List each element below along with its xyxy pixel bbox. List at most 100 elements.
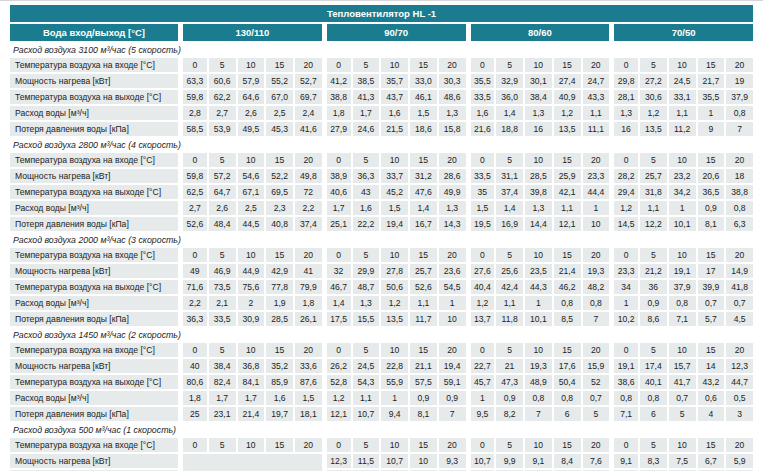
value-cell: 55,2 (266, 74, 293, 88)
table-title: Тепловентилятор HL -1 (10, 5, 753, 22)
value-cell: 43,3 (583, 90, 610, 104)
value-cell: 4 (698, 407, 725, 421)
value-cell: 33,5 (468, 169, 495, 183)
value-cell: 40 (180, 359, 207, 373)
value-cell: 62,2 (209, 90, 236, 104)
value-cell: 23,5 (525, 264, 552, 278)
value-cell: 73,5 (209, 280, 236, 294)
value-cell: 27,8 (381, 264, 408, 278)
value-cell: 11,7 (410, 312, 437, 326)
value-cell: 8,5 (554, 312, 581, 326)
value-cell: 60,6 (209, 74, 236, 88)
value-cell: 0,7 (583, 391, 610, 405)
inlet-temp-cell: 0 (468, 343, 495, 357)
value-cell: 1,1 (583, 106, 610, 120)
value-cell: 41,6 (295, 122, 322, 136)
value-cell: 31,1 (496, 169, 523, 183)
value-cell: 42,1 (554, 185, 581, 199)
value-cell: 52,2 (266, 169, 293, 183)
inlet-temp-cell: 0 (324, 153, 351, 167)
inlet-temp-cell: 15 (554, 153, 581, 167)
value-cell: 58,5 (180, 122, 207, 136)
value-cell: 36 (640, 280, 667, 294)
value-cell: 6,3 (726, 217, 753, 231)
value-cell: 36,0 (496, 90, 523, 104)
inlet-temp-cell: 15 (698, 58, 725, 72)
value-cell: 2,2 (295, 201, 322, 215)
value-cell: 11,8 (496, 312, 523, 326)
section-title: Расход воздуха 1450 м³/час (2 скорость) (10, 328, 753, 341)
value-cell: 1,5 (410, 106, 437, 120)
value-cell: 42,4 (496, 280, 523, 294)
inlet-temp-cell: 15 (410, 248, 437, 262)
value-cell: 31,2 (410, 169, 437, 183)
value-cell: 1,6 (266, 391, 293, 405)
inlet-temp-cell: 0 (180, 438, 207, 452)
value-cell: 21,1 (410, 359, 437, 373)
value-cell: 41 (295, 264, 322, 278)
inlet-temp-cell: 20 (295, 438, 322, 452)
inlet-temp-cell: 15 (698, 248, 725, 262)
heater-spec-table: Тепловентилятор HL -1Вода вход/выход [°C… (8, 3, 755, 471)
inlet-temp-cell: 0 (611, 248, 638, 262)
value-cell: 9,9 (496, 454, 523, 468)
value-cell: 49 (180, 264, 207, 278)
value-cell: 46,7 (324, 280, 351, 294)
value-cell: 14,9 (726, 264, 753, 278)
value-cell: 47,3 (496, 375, 523, 389)
value-cell: 4,5 (726, 312, 753, 326)
value-cell: 9 (698, 122, 725, 136)
inlet-temp-cell: 5 (353, 343, 380, 357)
inlet-temp-cell: 5 (353, 58, 380, 72)
value-cell: 33,5 (468, 90, 495, 104)
inlet-temp-cell: 15 (410, 343, 437, 357)
value-cell: 37,4 (295, 217, 322, 231)
value-cell: 37,9 (669, 280, 696, 294)
value-cell: 5 (583, 407, 610, 421)
value-cell: 49,5 (238, 122, 265, 136)
temp-group-header: 70/50 (611, 24, 753, 41)
value-cell: 9,3 (439, 454, 466, 468)
value-cell: 84,1 (238, 375, 265, 389)
inlet-temp-cell: 10 (669, 248, 696, 262)
value-cell: 28,1 (611, 90, 638, 104)
value-cell: 80,6 (180, 375, 207, 389)
value-cell: 0,6 (698, 391, 725, 405)
value-cell: 45,3 (266, 122, 293, 136)
value-cell: 10 (410, 454, 437, 468)
value-cell: 1,4 (496, 201, 523, 215)
value-cell: 10,7 (353, 407, 380, 421)
value-cell: 40,9 (554, 90, 581, 104)
value-cell: 13,5 (554, 122, 581, 136)
value-cell: 0,8 (554, 296, 581, 310)
value-cell: 1,8 (180, 391, 207, 405)
value-cell: 1,2 (381, 296, 408, 310)
value-cell: 63,3 (180, 74, 207, 88)
value-cell: 17,5 (324, 312, 351, 326)
value-cell: 2,2 (180, 296, 207, 310)
inlet-temp-cell: 20 (295, 248, 322, 262)
value-cell: 10 (583, 217, 610, 231)
value-cell: 38,4 (525, 90, 552, 104)
value-cell: 50,6 (381, 280, 408, 294)
inlet-temp-cell: 10 (381, 248, 408, 262)
value-cell: 25,6 (496, 264, 523, 278)
value-cell: 10,7 (381, 454, 408, 468)
inlet-temp-cell: 0 (324, 58, 351, 72)
value-cell: 34,2 (669, 185, 696, 199)
value-cell: 38,8 (324, 90, 351, 104)
value-cell: 1 (583, 201, 610, 215)
inlet-temp-cell: 5 (640, 343, 667, 357)
value-cell: 30,3 (439, 74, 466, 88)
value-cell: 26,2 (324, 359, 351, 373)
value-cell: 29,4 (611, 185, 638, 199)
value-cell: 13,5 (381, 312, 408, 326)
value-cell: 18,1 (295, 407, 322, 421)
value-cell: 7,1 (669, 312, 696, 326)
value-cell: 12,1 (324, 407, 351, 421)
value-cell: 33,0 (410, 74, 437, 88)
value-cell: 15,5 (353, 312, 380, 326)
value-cell: 1,7 (353, 106, 380, 120)
value-cell: 59,8 (180, 90, 207, 104)
value-cell: 24,5 (669, 74, 696, 88)
